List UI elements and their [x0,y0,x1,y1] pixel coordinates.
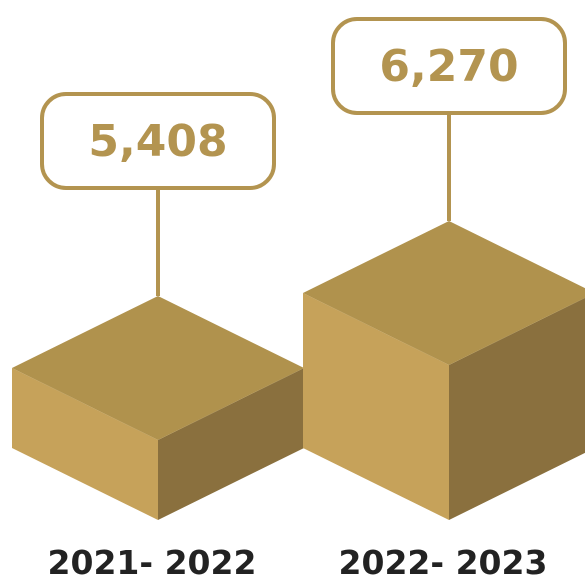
bar-2-right-face [449,297,585,520]
category-label-2: 2022- 2023 [339,543,548,582]
bar-1-left-face [12,368,158,520]
category-label-1: 2021- 2022 [48,543,257,582]
chart-marks: 5,408 2021- 2022 6,270 2022- 2023 [12,17,585,582]
bar-2-top-face [303,221,585,365]
bar-1-right-face [158,368,304,520]
bar-1-data-label: 5,408 [88,116,227,167]
bar-2-left-face [303,293,449,520]
bar-2-callout-box [331,17,567,115]
bar-2-data-label: 6,270 [379,41,518,92]
bar-1-top-face [12,296,304,440]
bar-1-callout-box [40,92,276,190]
